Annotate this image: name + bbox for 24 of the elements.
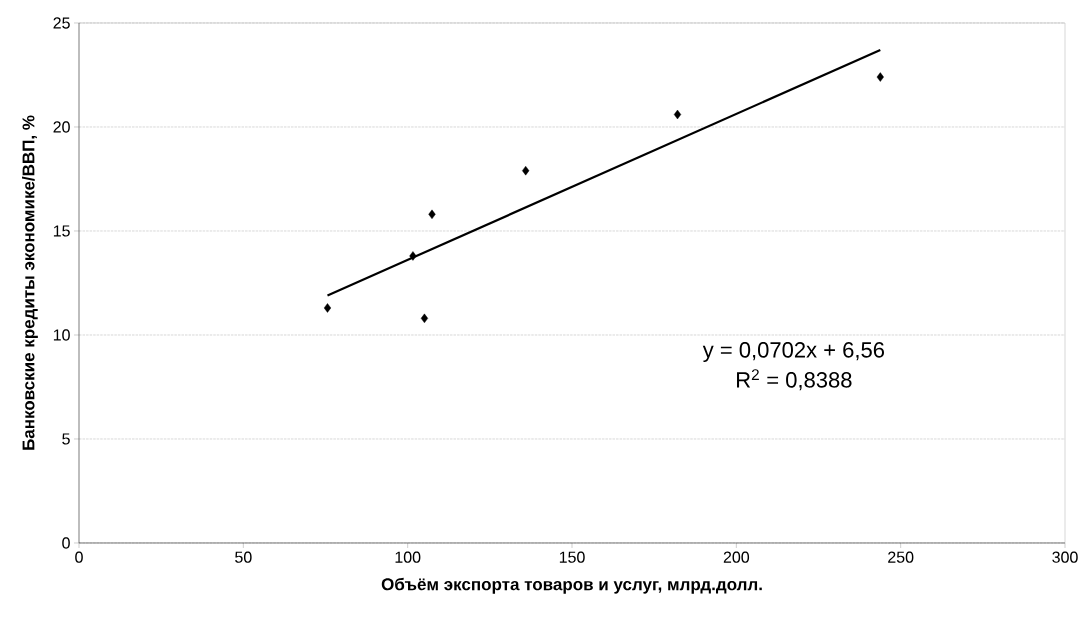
point <box>428 209 436 220</box>
point <box>522 165 530 176</box>
x-tick-label: 250 <box>888 551 914 563</box>
x-tick-label: 300 <box>1052 551 1078 563</box>
y-tick-label: 15 <box>53 225 70 237</box>
annotation: y = 0,0702x + 6,56 <box>702 342 884 363</box>
point <box>409 251 417 261</box>
x-tick-label: 200 <box>723 551 750 563</box>
y-tick-label: 20 <box>53 121 70 133</box>
point <box>876 72 884 82</box>
x-tick-label: 150 <box>559 551 585 563</box>
x-tick-label: 0 <box>75 551 83 563</box>
annotation: R$^{2}$ = 0,8388 <box>737 369 852 391</box>
y-tick-label: 5 <box>62 433 70 445</box>
x-tick-label: 100 <box>395 551 421 563</box>
y-tick-label: 25 <box>53 17 70 29</box>
y-tick-label: 0 <box>62 537 70 549</box>
y-axis-title: Банковские кредиты экономике/ВВП, % <box>22 115 38 450</box>
x-axis-title: Объём экспорта товаров и услуг, млрд.долл. <box>381 577 762 594</box>
point <box>323 303 332 313</box>
point <box>420 313 429 324</box>
point <box>673 109 682 120</box>
y-tick-label: 10 <box>53 329 70 341</box>
x-tick-label: 50 <box>235 551 252 563</box>
